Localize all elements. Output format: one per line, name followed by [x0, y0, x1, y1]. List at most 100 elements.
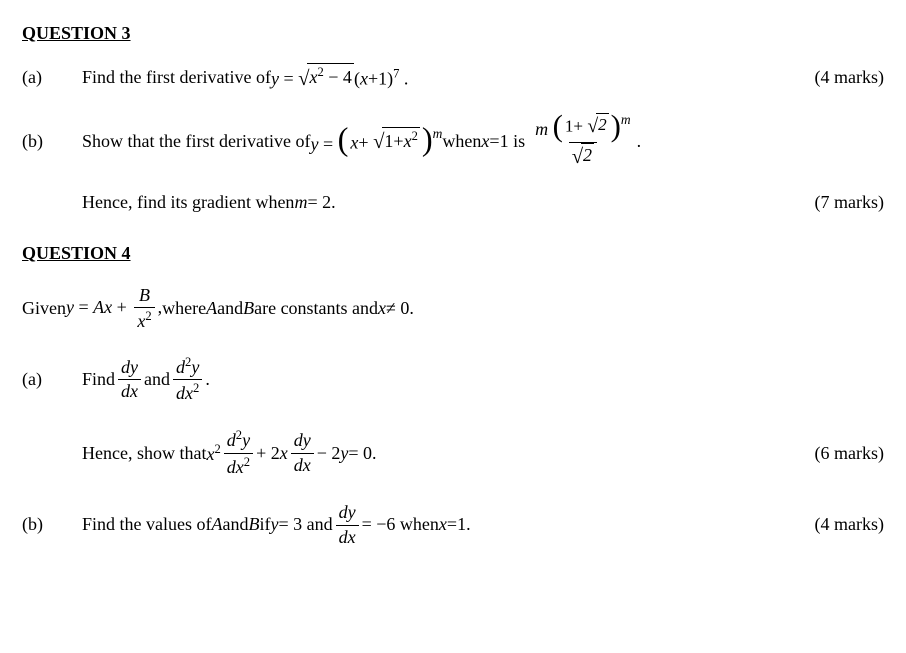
q3b-hence-content: Hence, find its gradient when m = 2. [82, 191, 774, 214]
q4b-if: if [259, 513, 270, 536]
q4b-x: x [439, 513, 447, 536]
q4b-content: Find the values of A and B if y = 3 and … [82, 501, 774, 549]
q3a-x2: x [360, 69, 368, 89]
q3b-eq1: =1 is [489, 130, 525, 153]
q3b-when: when [442, 130, 481, 153]
q4b-eq3: = 3 and [278, 513, 332, 536]
q4a-x2: x [280, 442, 288, 465]
q4a-d2-y: y [191, 357, 199, 377]
q4a-d2b-y: y [242, 430, 250, 450]
q4-given-xne: x [378, 297, 386, 320]
q4a-d2-dx-sup: 2 [193, 381, 199, 395]
q3b-sqrt: √ 1+x2 [373, 127, 420, 153]
q4-given-frac: B x2 [134, 284, 154, 334]
q3b-text: Show that the first derivative of [82, 130, 310, 153]
q4b-eq1: =1. [447, 513, 471, 536]
q3b-content: Show that the first derivative of y = ( … [82, 113, 774, 169]
q4b-marks: (4 marks) [774, 513, 884, 536]
q3b-rhs-sqrt: √ 2 [587, 113, 608, 136]
q3b-exp-m: m [433, 125, 443, 143]
q4-given-post1: where [162, 297, 206, 320]
q3a-eq: y = √ x2 − 4 (x+1)7 . [271, 63, 408, 91]
q3a-marks: (4 marks) [774, 66, 884, 89]
q4-given-A: A [93, 297, 104, 317]
q4-given-plus: + [117, 297, 132, 317]
q4a-d2-dx: dx [176, 383, 193, 403]
q4a-find: Find [82, 368, 115, 391]
q4a-and: and [144, 368, 170, 391]
q3b-den-sqrt2: 2 [581, 143, 594, 167]
q3a-equals: = [283, 69, 298, 89]
q4a-label: (a) [22, 368, 82, 391]
q3a-period: . [404, 69, 409, 89]
q3b-marks: (7 marks) [774, 191, 884, 214]
q3a-exp7: 7 [393, 67, 399, 81]
q3b-plus: + [358, 132, 368, 152]
q4b-and: and [222, 513, 248, 536]
q3a-sqrt-m4: − 4 [324, 67, 352, 87]
q4b-dy: dy [336, 501, 359, 524]
q4-given-post2: are constants and [254, 297, 378, 320]
q4b-eqm6: = −6 when [362, 513, 439, 536]
q4-given-Btxt: B [243, 297, 254, 320]
q4a-d2b-dx: dx [227, 457, 244, 477]
q3a-text: Find the first derivative of [82, 66, 271, 89]
q3b-rhs-m: m [535, 120, 548, 140]
q4-given-neq: ≠ 0. [386, 297, 414, 320]
q3b-sqrt-1p: 1+ [384, 131, 403, 151]
q3b-rhs-expm: m [621, 111, 631, 129]
q3b-hence: Hence, find its gradient when [82, 191, 294, 214]
q4b-label: (b) [22, 513, 82, 536]
q4b-y: y [270, 513, 278, 536]
q3a-plus1: +1) [368, 69, 393, 89]
q4a-content: Find dy dx and d2y dx2 . [82, 354, 774, 406]
q4a-dy-b: dy [291, 429, 314, 452]
q4a-d2b-dx-sup: 2 [244, 455, 250, 469]
q4a-dx: dx [118, 379, 141, 403]
q4b-dx: dx [336, 525, 359, 549]
q3a-sqrt: √ x2 − 4 [298, 63, 354, 89]
q4b-text1: Find the values of [82, 513, 211, 536]
q4a-dydx: dy dx [118, 356, 141, 404]
q4a-period1: . [205, 368, 210, 391]
q3b-eq: y = ( x+ √ 1+x2 ) m [310, 127, 442, 156]
q4a-dx-b: dx [291, 453, 314, 477]
q4b-B: B [248, 513, 259, 536]
q4a-dy: dy [118, 356, 141, 379]
q4-given-and: and [217, 297, 243, 320]
q3b-period: . [637, 130, 642, 153]
q4b-A: A [211, 513, 222, 536]
q3b-sqrt-sup: 2 [412, 129, 418, 143]
q3b-den-sqrt: √ 2 [572, 143, 594, 167]
q4-given: Given y = Ax + B x2 , where A and B are … [22, 284, 884, 334]
q4a-dydx-b: dy dx [291, 429, 314, 477]
q3b-paren: ( x+ √ 1+x2 ) [338, 127, 433, 155]
q4a-minus2: − 2 [317, 442, 341, 465]
q4a-xsq-sup: 2 [214, 442, 220, 456]
q4a-eq0: = 0. [348, 442, 376, 465]
q3b-row1: (b) Show that the first derivative of y … [22, 113, 884, 169]
question-4-heading: QUESTION 4 [22, 242, 884, 265]
q4a-hence: Hence, show that [82, 442, 206, 465]
q3b-hence-eq: = 2. [307, 191, 335, 214]
q4-given-eq: = [79, 297, 94, 317]
q3b-y: y [310, 134, 318, 154]
q4b-row: (b) Find the values of A and B if y = 3 … [22, 501, 884, 549]
q4-given-y: y [66, 297, 74, 317]
q4b-dydx: dy dx [336, 501, 359, 549]
q4-given-Atxt: A [206, 297, 217, 320]
q4a-d2ydx2: d2y dx2 [173, 354, 202, 406]
q4a-d2ydx2-b: d2y dx2 [224, 427, 253, 479]
q3b-x1: x [481, 131, 489, 151]
q3b-rhs-frac: m ( (1+ 1+ √ 2 ) m √ [532, 113, 634, 169]
q3b-label: (b) [22, 130, 82, 153]
q3b-row2: Hence, find its gradient when m = 2. (7 … [22, 191, 884, 214]
q4a-d2-d: d [176, 357, 185, 377]
q3b-equals: = [323, 134, 338, 154]
q4a-row1: (a) Find dy dx and d2y dx2 . [22, 354, 884, 406]
q4a-hence-content: Hence, show that x2 d2y dx2 + 2x dy dx −… [82, 427, 774, 479]
q4-given-B: B [136, 284, 153, 307]
q3b-sqrt-x: x [404, 131, 412, 151]
q4a-y2: y [340, 442, 348, 465]
q4a-plus2x: + 2 [256, 442, 280, 465]
